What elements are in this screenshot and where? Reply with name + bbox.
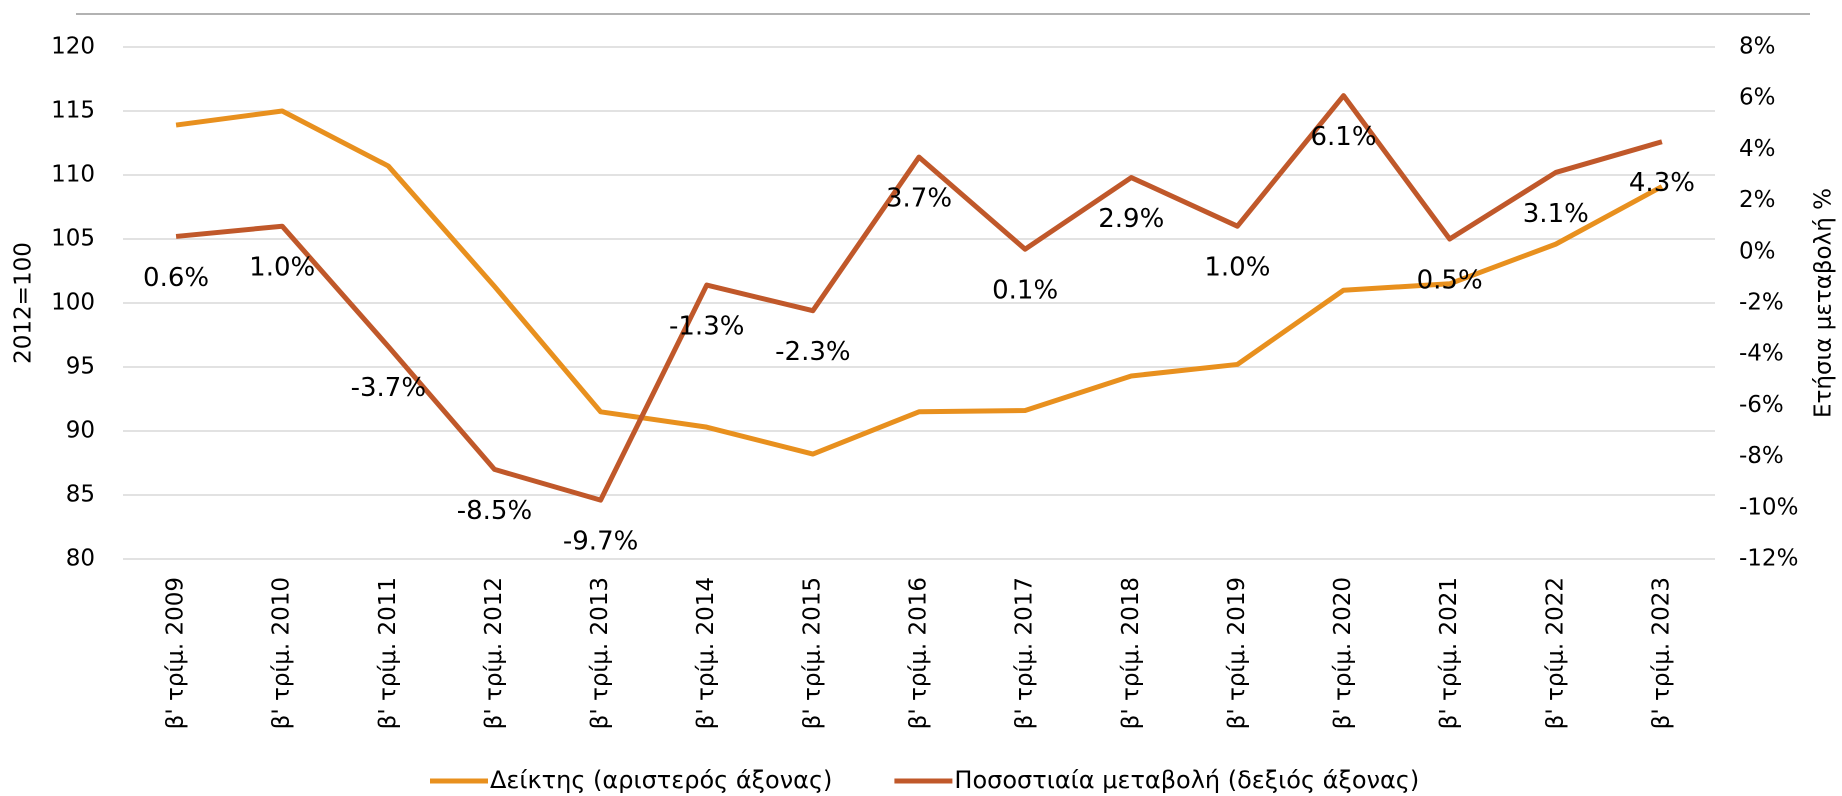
y2-tick-label: -2% — [1739, 290, 1784, 316]
x-tick-label: β' τρίμ. 2014 — [693, 577, 719, 729]
x-tick-label: β' τρίμ. 2012 — [481, 577, 507, 729]
y-tick-label: 120 — [51, 34, 95, 60]
x-tick-label: β' τρίμ. 2009 — [163, 577, 189, 729]
x-tick-label: β' τρίμ. 2021 — [1436, 577, 1462, 729]
x-tick-label: β' τρίμ. 2020 — [1330, 577, 1356, 729]
x-tick-label: β' τρίμ. 2011 — [375, 577, 401, 729]
y2-tick-label: 8% — [1739, 34, 1776, 60]
x-tick-label: β' τρίμ. 2017 — [1012, 577, 1038, 729]
y2-tick-label: -8% — [1739, 443, 1784, 469]
series-line — [175, 108, 1664, 457]
y2-tick-label: -10% — [1739, 494, 1798, 520]
y2-tick-label: 0% — [1739, 238, 1776, 264]
data-label: -3.7% — [351, 373, 426, 403]
x-tick-label: β' τρίμ. 2013 — [587, 577, 613, 729]
x-tick-label: β' τρίμ. 2022 — [1542, 577, 1568, 729]
y2-tick-label: -6% — [1739, 392, 1784, 418]
x-tick-label: β' τρίμ. 2010 — [269, 577, 295, 729]
x-tick-label: β' τρίμ. 2015 — [799, 577, 825, 729]
data-label: -2.3% — [775, 337, 850, 367]
x-tick-label: β' τρίμ. 2019 — [1224, 577, 1250, 729]
y-tick-label: 100 — [51, 290, 95, 316]
y2-tick-label: -4% — [1739, 341, 1784, 367]
x-tick-label: β' τρίμ. 2018 — [1118, 577, 1144, 729]
legend-label: Δείκτης (αριστερός άξονας) — [490, 766, 832, 794]
data-label: 2.9% — [1098, 204, 1164, 234]
y2-axis-title: Ετήσια μεταβολή % — [1811, 188, 1837, 418]
y-tick-label: 115 — [51, 98, 95, 124]
data-label: 1.0% — [249, 253, 315, 283]
legend-label: Ποσοστιαία μεταβολή (δεξιός άξονας) — [954, 766, 1419, 794]
x-tick-label: β' τρίμ. 2016 — [906, 577, 932, 729]
data-label: 3.1% — [1523, 199, 1589, 229]
data-label: -9.7% — [563, 527, 638, 557]
y2-tick-label: 4% — [1739, 136, 1776, 162]
series-line — [175, 93, 1663, 503]
data-label: -1.3% — [669, 312, 744, 342]
data-label: 0.5% — [1417, 266, 1483, 296]
data-label: 0.1% — [992, 276, 1058, 306]
data-label: -8.5% — [457, 496, 532, 526]
y-tick-label: 95 — [66, 354, 95, 380]
data-label: 4.3% — [1629, 168, 1695, 198]
x-tick-label: β' τρίμ. 2023 — [1648, 577, 1674, 729]
data-label: 3.7% — [886, 184, 952, 214]
data-label: 1.0% — [1204, 253, 1270, 283]
y-tick-label: 110 — [51, 162, 95, 188]
y2-tick-label: -12% — [1739, 546, 1798, 572]
y2-tick-label: 2% — [1739, 187, 1776, 213]
y-tick-label: 85 — [66, 482, 95, 508]
y-tick-label: 80 — [66, 546, 95, 572]
data-label: 0.6% — [143, 263, 209, 293]
y-tick-label: 105 — [51, 226, 95, 252]
data-label: 6.1% — [1311, 122, 1377, 152]
y-tick-label: 90 — [66, 418, 95, 444]
y-axis-title: 2012=100 — [11, 242, 37, 364]
y2-tick-label: 6% — [1739, 85, 1776, 111]
